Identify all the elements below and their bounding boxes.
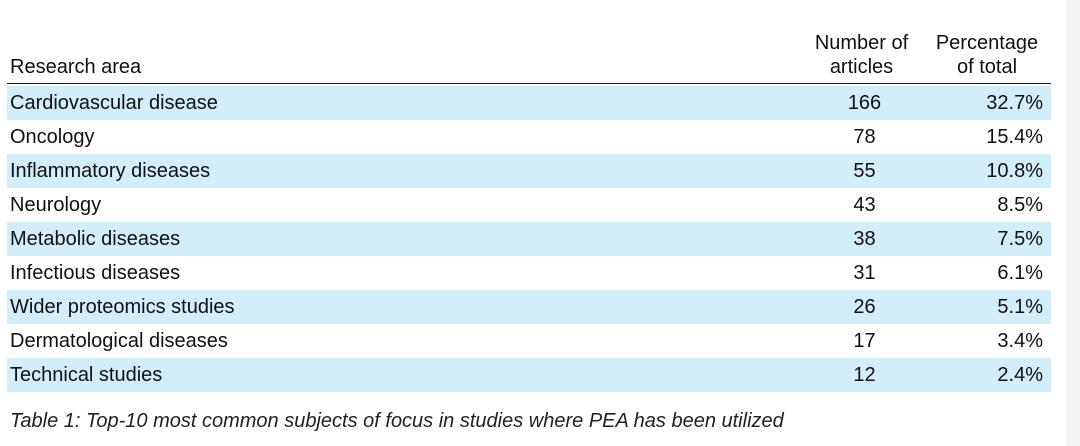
cell-percentage-of-total: 3.4% bbox=[997, 330, 1043, 352]
cell-number-of-articles: 78 bbox=[853, 126, 876, 148]
cell-percentage-of-total: 8.5% bbox=[997, 194, 1043, 216]
cell-research-area: Metabolic diseases bbox=[10, 228, 181, 250]
cell-research-area: Wider proteomics studies bbox=[10, 296, 235, 318]
cell-number-of-articles: 12 bbox=[853, 364, 876, 386]
scrollbar-gutter bbox=[1066, 0, 1080, 446]
header-rule-count bbox=[800, 83, 923, 86]
cell-number-of-articles: 43 bbox=[853, 194, 876, 216]
cell-percentage-of-total: 2.4% bbox=[997, 364, 1043, 386]
cell-research-area: Technical studies bbox=[10, 364, 163, 386]
cell-number-of-articles: 38 bbox=[853, 228, 876, 250]
table-row: Neurology 43 8.5% bbox=[7, 188, 1051, 222]
header-rule-percent bbox=[923, 83, 1051, 86]
cell-research-area: Infectious diseases bbox=[10, 262, 181, 284]
table-row: Wider proteomics studies 26 5.1% bbox=[7, 290, 1051, 324]
table-caption: Table 1: Top-10 most common subjects of … bbox=[10, 410, 784, 432]
header-rule-area bbox=[7, 83, 800, 86]
table-row: Dermatological diseases 17 3.4% bbox=[7, 324, 1051, 358]
cell-number-of-articles: 166 bbox=[847, 92, 882, 114]
cell-number-of-articles: 26 bbox=[853, 296, 876, 318]
cell-percentage-of-total: 5.1% bbox=[997, 296, 1043, 318]
cell-percentage-of-total: 6.1% bbox=[997, 262, 1043, 284]
cell-percentage-of-total: 7.5% bbox=[997, 228, 1043, 250]
header-rules bbox=[7, 83, 1051, 86]
table-row: Technical studies 12 2.4% bbox=[7, 358, 1051, 392]
cell-percentage-of-total: 15.4% bbox=[986, 126, 1043, 148]
cell-number-of-articles: 31 bbox=[853, 262, 876, 284]
cell-research-area: Dermatological diseases bbox=[10, 330, 228, 352]
table-body: Cardiovascular disease 166 32.7% Oncolog… bbox=[7, 86, 1051, 392]
table-row: Metabolic diseases 38 7.5% bbox=[7, 222, 1051, 256]
header-number-of-articles: Number of articles bbox=[814, 32, 909, 78]
cell-percentage-of-total: 10.8% bbox=[986, 160, 1043, 182]
header-percentage-of-total: Percentage of total bbox=[935, 32, 1039, 78]
table-header: Research area Number of articles Percent… bbox=[7, 28, 1051, 79]
cell-research-area: Inflammatory diseases bbox=[10, 160, 211, 182]
cell-number-of-articles: 55 bbox=[853, 160, 876, 182]
table-row: Oncology 78 15.4% bbox=[7, 120, 1051, 154]
table-row: Infectious diseases 31 6.1% bbox=[7, 256, 1051, 290]
cell-number-of-articles: 17 bbox=[853, 330, 876, 352]
header-research-area: Research area bbox=[10, 56, 142, 78]
table-row: Cardiovascular disease 166 32.7% bbox=[7, 86, 1051, 120]
cell-research-area: Oncology bbox=[10, 126, 95, 148]
research-areas-table: Research area Number of articles Percent… bbox=[7, 28, 1051, 392]
cell-percentage-of-total: 32.7% bbox=[986, 92, 1043, 114]
cell-research-area: Cardiovascular disease bbox=[10, 92, 218, 114]
table-row: Inflammatory diseases 55 10.8% bbox=[7, 154, 1051, 188]
cell-research-area: Neurology bbox=[10, 194, 102, 216]
